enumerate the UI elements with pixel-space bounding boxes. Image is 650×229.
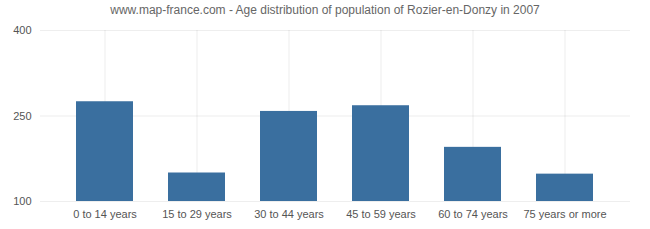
svg-text:250: 250 [13,110,31,122]
svg-text:100: 100 [13,195,31,207]
svg-text:0 to 14 years: 0 to 14 years [73,208,137,220]
svg-text:15 to 29 years: 15 to 29 years [162,208,232,220]
svg-text:45 to 59 years: 45 to 59 years [346,208,416,220]
svg-text:75 years or more: 75 years or more [523,208,606,220]
svg-text:30 to 44 years: 30 to 44 years [254,208,324,220]
svg-text:400: 400 [13,24,31,36]
html-text:www.map-france.com - Age distr: www.map-france.com - Age distribution of… [110,3,540,17]
svg-text:60 to 74 years: 60 to 74 years [438,208,508,220]
